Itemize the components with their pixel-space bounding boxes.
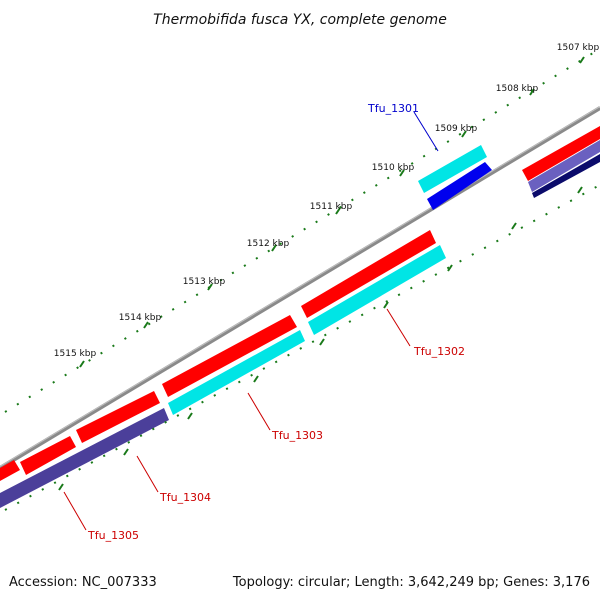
tick-inner xyxy=(123,448,129,456)
forward-strand-features xyxy=(0,126,600,481)
tick-1507 xyxy=(579,56,585,64)
gene-arrow-forward[interactable] xyxy=(0,460,20,481)
kbp-label: 1509 kbp xyxy=(435,124,478,134)
leader-line-tfu1301 xyxy=(413,111,439,152)
inner-ruler-dots xyxy=(4,185,599,511)
gene-label-tfu1301[interactable]: Tfu_1301 xyxy=(367,102,419,115)
gene-label-tfu1305[interactable]: Tfu_1305 xyxy=(87,529,139,542)
accession-text: Accession: NC_007333 xyxy=(9,575,157,590)
kbp-label: 1514 kbp xyxy=(119,313,162,323)
tick-inner xyxy=(511,222,517,230)
tick-inner xyxy=(187,412,193,420)
kbp-label: 1513 kbp xyxy=(183,277,226,287)
kbp-label: 1507 kbp xyxy=(557,43,600,53)
gene-arrow-forward[interactable] xyxy=(301,230,436,318)
tick-1513 xyxy=(207,283,213,291)
genome-backbone xyxy=(0,106,600,470)
gene-arrow-forward[interactable] xyxy=(522,126,600,181)
gene-block-purple[interactable] xyxy=(0,408,169,508)
tick-1510 xyxy=(399,169,405,177)
tick-inner xyxy=(253,375,259,383)
tick-1515 xyxy=(79,360,85,368)
tick-1514 xyxy=(143,321,149,329)
gene-block-cyan[interactable] xyxy=(418,145,487,193)
tick-1511 xyxy=(335,207,341,215)
outer-ruler-major-ticks xyxy=(79,56,585,368)
tick-inner xyxy=(319,338,325,346)
gene-arrow-forward[interactable] xyxy=(20,436,76,475)
purple-features xyxy=(0,140,600,508)
kbp-label: 1512 kbp xyxy=(247,239,290,249)
gene-block-navy[interactable] xyxy=(532,154,600,198)
leader-line-tfu1302 xyxy=(386,308,411,347)
tick-1509 xyxy=(461,130,467,138)
kbp-label: 1515 kbp xyxy=(54,349,97,359)
inner-ruler-major-ticks xyxy=(58,186,583,491)
kbp-label: 1510 kbp xyxy=(372,163,415,173)
leader-line-tfu1303 xyxy=(247,392,271,431)
tick-1508 xyxy=(529,88,535,96)
kbp-label: 1508 kbp xyxy=(496,84,539,94)
cyan-features xyxy=(168,145,487,415)
leader-line-tfu1305 xyxy=(63,491,87,531)
tick-inner xyxy=(383,301,389,309)
gene-block-cyan[interactable] xyxy=(308,245,446,335)
leader-line-tfu1304 xyxy=(136,455,159,493)
gene-arrow-forward[interactable] xyxy=(162,315,297,397)
gene-block-blue[interactable] xyxy=(427,162,492,210)
kbp-label: 1511 kbp xyxy=(310,202,353,212)
tick-inner xyxy=(58,483,64,491)
gene-label-tfu1304[interactable]: Tfu_1304 xyxy=(159,491,211,504)
genome-backbone-highlight xyxy=(0,106,600,467)
map-title: Thermobifida fusca YX, complete genome xyxy=(153,12,447,28)
gene-label-tfu1303[interactable]: Tfu_1303 xyxy=(271,429,323,442)
tick-1512 xyxy=(271,244,277,252)
gene-label-tfu1302[interactable]: Tfu_1302 xyxy=(413,345,465,358)
tick-inner xyxy=(577,186,583,194)
genome-summary-text: Topology: circular; Length: 3,642,249 bp… xyxy=(232,575,590,590)
gene-arrow-forward[interactable] xyxy=(76,391,160,443)
tick-inner xyxy=(447,264,453,272)
gene-block-cyan[interactable] xyxy=(168,330,305,415)
gene-block-purple[interactable] xyxy=(528,140,600,192)
